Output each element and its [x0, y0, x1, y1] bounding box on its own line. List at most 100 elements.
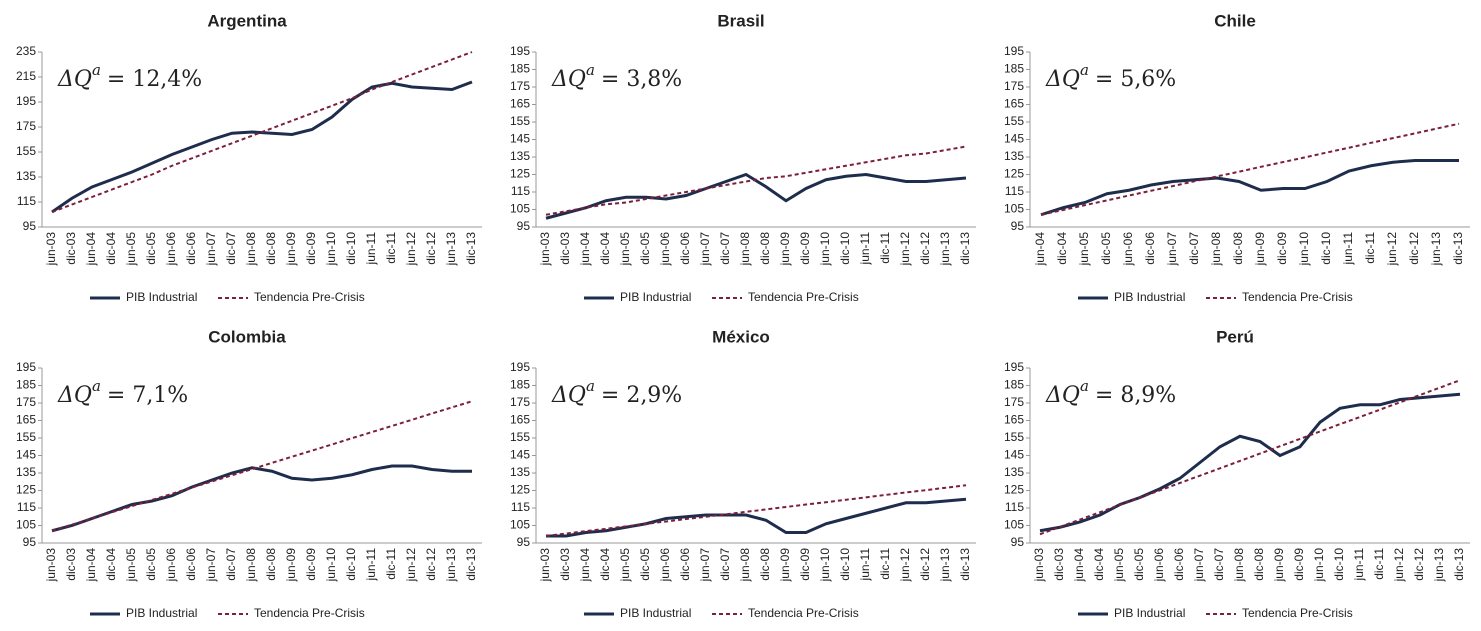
y-tick-label: 185: [1004, 378, 1024, 392]
x-tick-label: jun-08: [244, 232, 258, 267]
annotation: ΔQa = 7,1%: [57, 377, 188, 408]
chart-title: Chile: [1214, 11, 1256, 30]
legend-label: PIB Industrial: [126, 606, 197, 620]
x-tick-label: jun-11: [858, 548, 872, 582]
x-tick-label: jun-03: [538, 232, 552, 267]
annotation-superscript: a: [92, 377, 101, 395]
y-tick-label: 135: [16, 169, 36, 183]
x-tick-label: jun-06: [658, 232, 672, 267]
y-tick-label: 95: [517, 219, 531, 233]
x-tick-label: jun-09: [284, 548, 298, 583]
chart-title: Perú: [1216, 327, 1254, 346]
annotation-symbol: ΔQ: [57, 67, 92, 92]
x-tick-label: dic-09: [798, 232, 812, 265]
annotation-value: = 12,4%: [107, 67, 202, 92]
x-tick-label: dic-04: [1055, 232, 1069, 265]
y-tick-label: 145: [510, 448, 530, 462]
y-tick-label: 125: [510, 483, 530, 497]
x-tick-label: dic-05: [144, 548, 158, 581]
y-tick-label: 95: [23, 219, 37, 233]
x-tick-label: dic-06: [678, 548, 692, 581]
x-tick-label: jun-04: [84, 548, 98, 583]
x-tick-label: dic-06: [1143, 232, 1157, 265]
x-tick-label: dic-12: [424, 232, 438, 265]
x-tick-label: jun-05: [618, 548, 632, 583]
x-tick-label: dic-11: [878, 232, 892, 264]
y-tick-label: 195: [16, 94, 36, 108]
x-tick-label: jun-05: [1077, 232, 1091, 267]
x-tick-label: dic-04: [1092, 548, 1106, 581]
x-tick-label: dic-07: [718, 232, 732, 265]
annotation-superscript: a: [1080, 377, 1089, 395]
x-tick-label: dic-08: [1231, 232, 1245, 265]
x-tick-label: jun-07: [204, 232, 218, 267]
y-tick-label: 165: [16, 413, 36, 427]
x-tick-label: jun-12: [1392, 548, 1406, 583]
x-tick-label: dic-03: [558, 548, 572, 581]
x-tick-label: dic-12: [918, 232, 932, 265]
legend-label: Tendencia Pre-Crisis: [1242, 290, 1353, 304]
chart-title: Colombia: [208, 327, 286, 346]
x-tick-label: dic-04: [598, 232, 612, 265]
x-tick-label: dic-06: [184, 232, 198, 265]
x-tick-label: jun-08: [738, 548, 752, 583]
legend-label: PIB Industrial: [126, 290, 197, 304]
y-tick-label: 115: [1005, 500, 1024, 514]
series-line: [546, 497, 967, 538]
x-tick-label: dic-13: [464, 548, 478, 581]
x-tick-label: dic-12: [424, 548, 438, 581]
annotation: ΔQa = 12,4%: [57, 61, 202, 92]
x-tick-label: dic-06: [678, 232, 692, 265]
annotation-symbol: ΔQ: [551, 67, 586, 92]
y-tick-label: 145: [1004, 448, 1024, 462]
x-tick-label: dic-13: [1451, 232, 1465, 265]
x-tick-label: jun-06: [164, 548, 178, 583]
x-tick-label: dic-03: [64, 232, 78, 265]
x-tick-label: dic-12: [1412, 548, 1426, 581]
x-tick-label: jun-08: [738, 232, 752, 267]
x-tick-label: dic-09: [304, 232, 318, 265]
chart-title: Argentina: [207, 11, 287, 30]
y-tick-label: 95: [23, 535, 37, 549]
panel: México 95 105 115 125 135 145 155 165 175 185 195 ju…: [510, 327, 976, 620]
y-tick-label: 95: [1011, 219, 1025, 233]
y-tick-label: 105: [1004, 202, 1024, 216]
y-tick-label: 185: [1004, 62, 1024, 76]
annotation: ΔQa = 5,6%: [1045, 61, 1176, 92]
x-tick-label: jun-07: [1192, 548, 1206, 583]
legend-label: Tendencia Pre-Crisis: [254, 606, 365, 620]
x-tick-label: dic-05: [638, 548, 652, 581]
legend-label: PIB Industrial: [620, 606, 691, 620]
x-tick-label: jun-05: [1112, 548, 1126, 583]
x-tick-label: dic-10: [838, 548, 852, 581]
y-tick-label: 115: [17, 194, 36, 208]
series-line: [1040, 122, 1460, 216]
y-tick-label: 125: [1004, 167, 1024, 181]
x-tick-label: dic-03: [558, 232, 572, 265]
x-tick-label: jun-06: [1152, 548, 1166, 583]
x-tick-label: jun-13: [938, 232, 952, 267]
x-tick-label: jun-04: [1072, 548, 1086, 583]
y-tick-label: 115: [511, 184, 530, 198]
x-tick-label: jun-09: [1272, 548, 1286, 583]
y-tick-label: 125: [510, 167, 530, 181]
x-tick-label: dic-03: [64, 548, 78, 581]
series-line: [1040, 159, 1459, 217]
legend-label: PIB Industrial: [1114, 290, 1185, 304]
series-line: [545, 145, 967, 216]
y-tick-label: 135: [16, 465, 36, 479]
y-tick-label: 195: [16, 360, 36, 374]
series-line: [1039, 392, 1461, 533]
x-tick-label: dic-10: [1332, 548, 1346, 581]
x-tick-label: dic-04: [104, 548, 118, 581]
y-tick-label: 155: [16, 430, 36, 444]
y-tick-label: 155: [510, 114, 530, 128]
x-tick-label: jun-10: [324, 232, 338, 267]
annotation: ΔQa = 3,8%: [551, 61, 682, 92]
y-tick-label: 105: [510, 202, 530, 216]
x-tick-label: jun-10: [818, 232, 832, 267]
series-line: [51, 80, 473, 214]
x-tick-label: dic-11: [1372, 548, 1386, 580]
x-tick-label: jun-10: [1297, 232, 1311, 267]
y-tick-label: 95: [1011, 535, 1025, 549]
